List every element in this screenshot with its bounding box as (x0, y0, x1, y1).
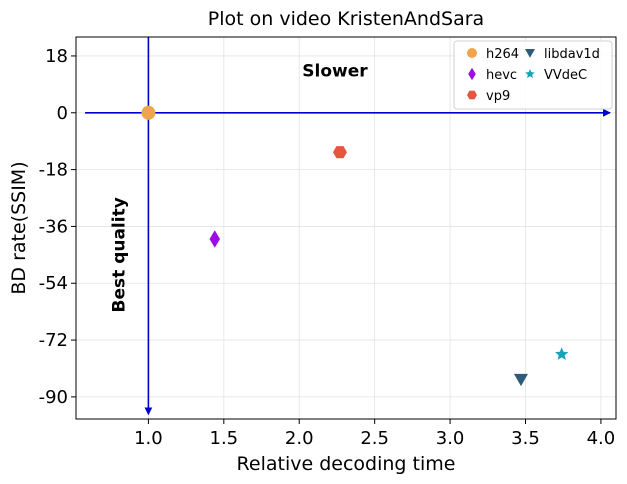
y-axis-ticks: 18 0 -18 -36 -54 -72 -90 (39, 46, 76, 408)
legend: h264 hevc vp9 libdav1d VVdeC (453, 40, 613, 110)
chart-title: Plot on video KristenAndSara (208, 8, 484, 30)
x-tick-label: 1.5 (210, 428, 239, 449)
legend-marker-hevc (468, 67, 476, 81)
chart-annotations: Slower Best quality (109, 61, 368, 312)
annotation-label: Best quality (109, 197, 129, 312)
x-tick-label: 1.0 (134, 428, 163, 449)
data-point-h264 (141, 105, 156, 120)
y-tick-label: -90 (39, 387, 68, 408)
data-point-libdav1d (513, 373, 528, 387)
y-tick-label: -54 (39, 273, 68, 294)
x-axis-ticks: 1.0 1.5 2.0 2.5 3.0 3.5 4.0 (134, 419, 615, 449)
plot-area-frame (75, 36, 617, 420)
x-tick-label: 2.0 (285, 428, 314, 449)
y-tick-label: -18 (39, 160, 68, 181)
data-point-vp9 (332, 146, 347, 159)
legend-box (453, 40, 613, 110)
data-point-vvdec (555, 347, 569, 360)
x-tick-label: 2.5 (360, 428, 389, 449)
legend-marker-h264 (467, 48, 477, 58)
data-point-hevc (209, 230, 221, 248)
y-tick-label: 0 (57, 103, 68, 124)
y-axis-label: BD rate(SSIM) (8, 161, 30, 294)
legend-label: h264 (486, 47, 519, 62)
y-tick-label: 18 (45, 46, 68, 67)
legend-label: VVdeC (544, 68, 587, 83)
legend-marker-libdav1d (525, 49, 535, 58)
legend-marker-vvdec (525, 69, 535, 79)
x-tick-label: 3.5 (511, 428, 540, 449)
annotation-label: Slower (302, 61, 368, 81)
x-axis-label: Relative decoding time (237, 453, 456, 475)
y-tick-label: -72 (39, 330, 68, 351)
legend-label: hevc (486, 68, 517, 83)
legend-marker-vp9 (467, 90, 477, 100)
legend-label: libdav1d (544, 47, 600, 62)
legend-label: vp9 (486, 89, 510, 104)
x-tick-label: 4.0 (587, 428, 616, 449)
annotation-arrows (85, 37, 611, 416)
data-points (141, 105, 569, 387)
x-tick-label: 3.0 (436, 428, 465, 449)
y-tick-label: -36 (39, 216, 68, 237)
